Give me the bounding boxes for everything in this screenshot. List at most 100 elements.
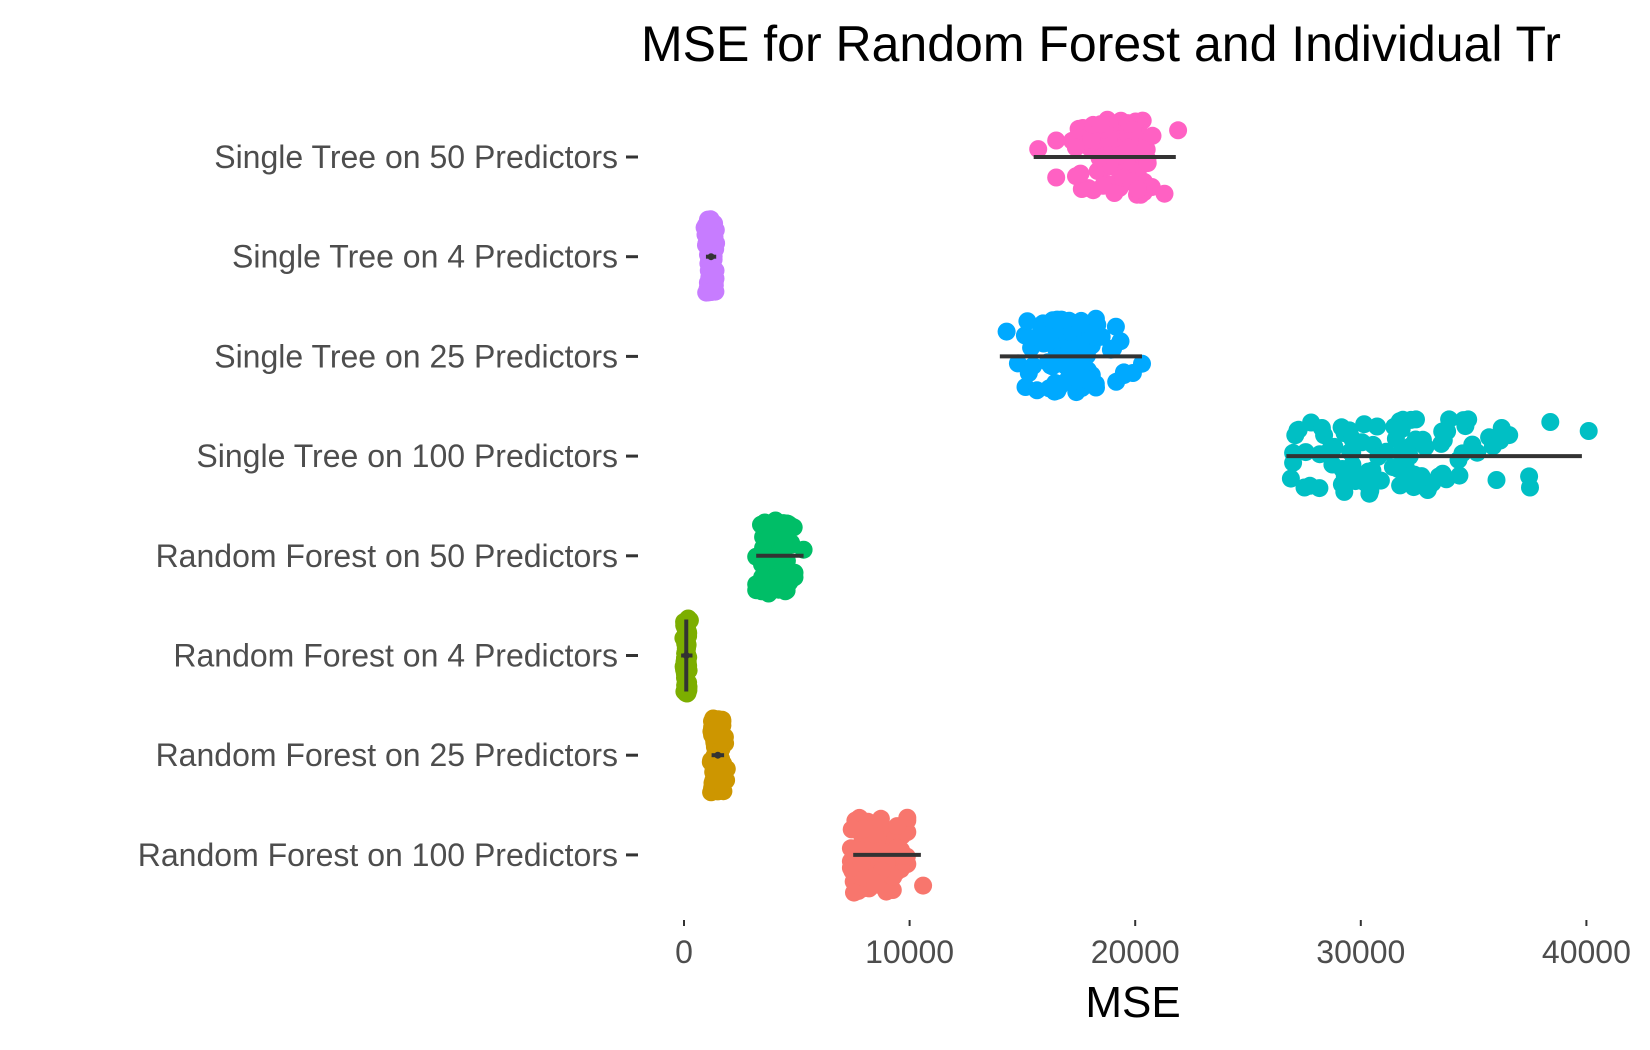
data-point xyxy=(1076,369,1095,388)
center-marker xyxy=(707,253,715,261)
x-tick-label: 0 xyxy=(675,934,693,970)
data-point xyxy=(997,322,1016,341)
chart-title: MSE for Random Forest and Individual Tr xyxy=(641,16,1561,72)
data-point xyxy=(1047,131,1066,150)
x-axis-title: MSE xyxy=(1085,978,1180,1027)
data-point xyxy=(1091,115,1110,134)
x-tick-label: 30000 xyxy=(1316,934,1405,970)
data-point xyxy=(1332,418,1351,437)
data-point xyxy=(1312,419,1331,437)
data-point xyxy=(1355,415,1374,434)
center-marker xyxy=(714,751,722,759)
y-tick-label: Random Forest on 50 Predictors xyxy=(156,538,618,574)
data-point xyxy=(1029,140,1048,159)
series-group xyxy=(747,511,813,603)
data-point xyxy=(871,809,890,828)
series-group xyxy=(841,808,933,902)
data-point xyxy=(710,712,729,731)
data-point xyxy=(1024,356,1043,375)
data-point xyxy=(1169,121,1188,140)
data-point xyxy=(1018,312,1037,331)
data-point xyxy=(1094,176,1112,195)
data-point xyxy=(1541,413,1560,431)
data-point xyxy=(1579,422,1598,440)
data-point xyxy=(1133,354,1151,373)
data-point xyxy=(1459,410,1478,429)
y-tick-label: Single Tree on 25 Predictors xyxy=(214,338,618,374)
data-point xyxy=(705,227,724,246)
data-point xyxy=(843,819,862,838)
data-point xyxy=(1356,473,1375,492)
x-axis: 0 10000 20000 30000 40000 xyxy=(675,920,1631,970)
data-point xyxy=(1500,426,1519,445)
series-group xyxy=(695,210,726,302)
data-point xyxy=(1335,482,1354,501)
data-point xyxy=(774,534,793,553)
data-point xyxy=(1521,478,1539,497)
series-group xyxy=(997,309,1151,402)
data-point xyxy=(1423,474,1442,492)
data-point xyxy=(1092,327,1111,346)
data-point xyxy=(1398,469,1417,488)
category-axis: Single Tree on 50 Predictors Single Tree … xyxy=(138,139,638,873)
data-point xyxy=(1046,377,1065,396)
data-point xyxy=(1047,168,1066,187)
series-group xyxy=(1029,110,1188,204)
data-point xyxy=(764,575,783,594)
data-point xyxy=(1106,317,1125,336)
data-point xyxy=(780,568,799,587)
data-point xyxy=(852,854,871,873)
data-point xyxy=(1111,332,1130,351)
y-tick-label: Random Forest on 4 Predictors xyxy=(173,638,618,674)
data-point xyxy=(760,528,779,547)
data-point xyxy=(1066,138,1085,157)
y-tick-label: Random Forest on 100 Predictors xyxy=(138,837,618,873)
data-point xyxy=(1300,476,1319,495)
data-point xyxy=(1449,450,1468,469)
data-point xyxy=(866,873,885,892)
x-tick-label: 10000 xyxy=(865,934,954,970)
data-point xyxy=(1070,314,1089,333)
data-point xyxy=(1383,458,1402,477)
data-point xyxy=(1143,126,1162,145)
data-point xyxy=(1388,422,1407,440)
data-point xyxy=(1119,138,1138,157)
data-point xyxy=(1468,443,1487,462)
data-point xyxy=(703,726,722,745)
x-tick-label: 20000 xyxy=(1091,934,1180,970)
data-point xyxy=(845,883,863,902)
data-point xyxy=(1407,410,1425,429)
data-point xyxy=(1289,420,1308,439)
data-point xyxy=(1060,340,1079,359)
data-point xyxy=(883,881,902,899)
data-point xyxy=(1086,309,1105,328)
y-tick-label: Single Tree on 50 Predictors xyxy=(214,139,618,175)
y-tick-label: Random Forest on 25 Predictors xyxy=(156,737,618,773)
data-point xyxy=(697,283,716,302)
data-point xyxy=(1052,310,1071,329)
y-tick-label: Single Tree on 4 Predictors xyxy=(232,239,618,275)
data-point xyxy=(1413,430,1432,449)
data-point xyxy=(1034,334,1053,353)
y-tick-label: Single Tree on 100 Predictors xyxy=(196,438,618,474)
data-point xyxy=(701,210,720,229)
series-group xyxy=(701,709,736,802)
data-point xyxy=(1483,437,1502,456)
data-point xyxy=(1071,164,1090,183)
data-point xyxy=(1155,184,1174,203)
data-point xyxy=(1128,180,1147,199)
data-point xyxy=(1343,429,1362,448)
plot-area xyxy=(674,110,1598,902)
data-point xyxy=(1487,471,1506,489)
data-point xyxy=(888,817,907,836)
data-point xyxy=(1082,130,1101,149)
data-point xyxy=(1284,443,1303,462)
data-point xyxy=(774,514,793,533)
data-point xyxy=(1432,434,1451,453)
data-point xyxy=(714,782,733,801)
data-point xyxy=(1321,440,1340,459)
data-point xyxy=(1020,328,1039,347)
x-tick-label: 40000 xyxy=(1542,934,1631,970)
series-group xyxy=(1281,410,1598,503)
